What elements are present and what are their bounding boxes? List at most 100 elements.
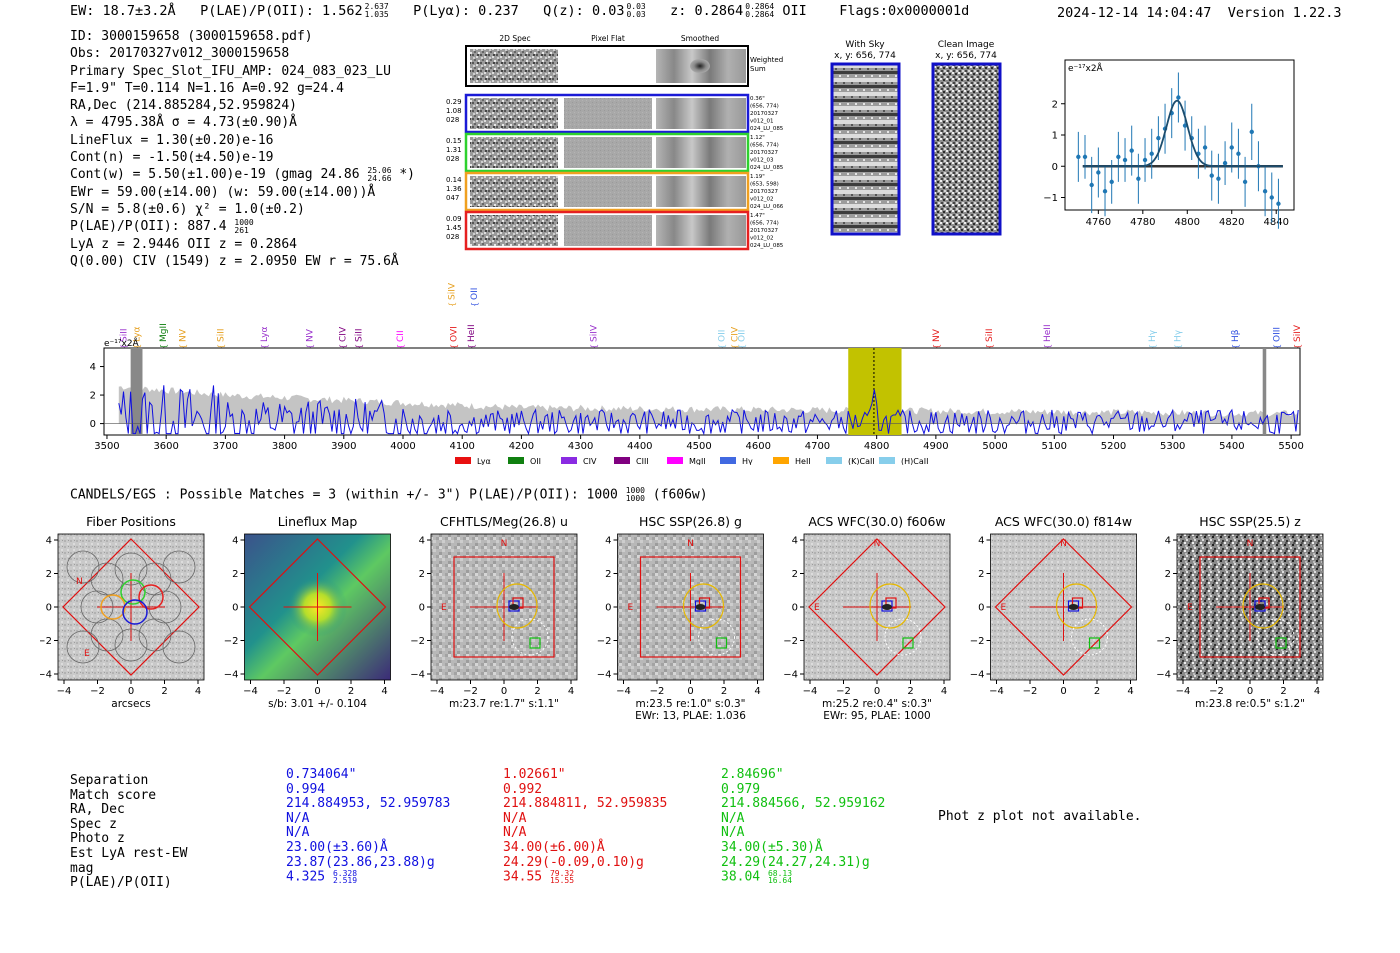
line-marker-brace: { [339,344,348,349]
legend-label: Hγ [742,457,753,465]
line-marker-label: CIV [731,326,741,342]
info-ewr: EWr = 59.00(±14.00) (w: 59.00(±14.00))Å [70,184,376,200]
fiber-row-left-label: 0.09 [446,215,462,223]
xtick-label: 0 [1247,686,1253,697]
footprint-outline [62,538,200,676]
cutout-subtitle-2: EWr: 13, PLAE: 1.036 [635,710,746,722]
xtick-label: −4 [803,686,818,697]
xtick-label: 0 [128,686,134,697]
xtick-label: 4600 [746,441,771,452]
with-sky-coord: x, y: 656, 774 [834,51,896,61]
ytick-label: 2 [1052,99,1058,110]
data-point [1229,145,1234,150]
ytick-label: −4 [783,670,798,681]
xtick-label: 4 [1127,686,1133,697]
xtick-label: −2 [463,686,478,697]
legend-item: (K)CaII [826,457,875,465]
xtick-label: 4 [568,686,574,697]
ytick-label: −1 [1043,193,1058,204]
legend-item: CIV [561,457,597,465]
xtick-label: 2 [1280,686,1286,697]
neighbor-aperture [1071,618,1108,656]
line-marker-brace: { [718,344,727,349]
neighbor-aperture [1257,618,1295,656]
ytick-label: 0 [419,603,425,614]
xtick-label: 3900 [331,441,356,452]
xtick-label: 3800 [272,441,297,452]
data-point [1096,170,1101,175]
fiber-row-right-label: 024_LU_085 [750,243,784,249]
line-marker-label: SiIV [590,324,600,342]
match-box-1 [881,600,893,612]
legend-label: HeII [795,457,811,465]
xtick-label: 2 [907,686,913,697]
line-marker-label: HeII [1043,324,1053,342]
source-blob [509,604,519,610]
line-marker-brace: { [470,302,479,307]
east-label: E [1001,603,1007,613]
ytick-label: 2 [46,569,52,580]
footprint-outline [639,556,742,658]
source-blob [695,604,706,610]
ytick-label: −2 [410,636,425,647]
cutout-subtitle: m:25.2 re:0.4" s:0.3" [822,698,932,710]
source-blob [1068,604,1079,610]
ytick-label: 0 [978,603,984,614]
line-marker: HeII { [467,324,477,349]
fiber-orange [100,594,126,620]
legend-item: Lyα [455,457,491,465]
legend-item: OII [508,457,541,465]
cutout-panel-7: HSC SSP(25.5) z N E −4 −4 −2 −2 0 0 2 2 4 4 m:23.8 re… [1156,514,1324,710]
fiber-row-right-label: (656, 774) [750,104,779,110]
legend-item: HeII [773,457,811,465]
line-fit-plot: e⁻¹⁷x2Å 4760 4780 4800 4820 4840 2 1 0 −1 [1043,59,1295,229]
match-column-1: 0.734064" 0.994 214.884953, 52.959783 N/A N… [286,767,451,886]
flags: Flags:0x0000001d [839,3,970,19]
line-marker-label: CII [396,330,406,342]
xtick-label: 4780 [1130,217,1155,228]
legend-swatch [508,457,524,464]
matches-labels: Separation Match score RA, Dec Spec z Photo… [70,773,188,891]
fiber-row-right-label: (656, 774) [750,143,779,149]
fiber-row-left-label: 028 [446,116,459,124]
line-marker: NV { [179,328,189,349]
cutout-title: HSC SSP(26.8) g [639,514,742,529]
cutout-title: Lineflux Map [278,514,358,529]
line-marker-label: OII [718,330,728,342]
fiber-row-right-label: 0.36" [750,96,765,102]
masked-region [130,348,143,435]
fiber-row-left-label: 028 [446,233,459,241]
info-primary: Primary Spec_Slot_IFU_AMP: 024_083_023_L… [70,63,391,79]
fiber-ring [66,550,100,584]
east-label: E [628,603,634,613]
fiber-smoothed [656,215,746,246]
line-marker-label: Hγ [1148,329,1158,342]
legend-label: (H)CaII [901,457,928,465]
footprint-outline [453,556,555,658]
cutout-title: HSC SSP(25.5) z [1199,514,1301,529]
legend-label: Lyα [477,457,491,465]
fiber-row-left-label: 1.45 [446,224,462,232]
legend-swatch [773,457,789,464]
neighbor-aperture [698,618,735,656]
xtick-label: −2 [90,686,105,697]
fiber-row-right-label: 1.47" [750,213,765,219]
legend-swatch [561,457,577,464]
line-marker-label: HeII [467,324,477,342]
line-marker: OII { [470,288,480,307]
plae-range: 2.637 1.035 [364,2,389,19]
legend-label: OII [530,457,541,465]
line-marker: HeII { [1043,324,1053,349]
legend-label: CIV [583,457,597,465]
datetime: 2024-12-14 14:04:47 [1057,5,1212,21]
ytick-label: 0 [232,603,238,614]
header-bar: EW: 18.7±3.2Å P(LAE)/P(OII): 1.562 2.637 1… [70,2,970,20]
data-point [1129,148,1134,153]
line-marker-brace: { [1293,344,1302,349]
north-label: N [501,539,508,549]
xtick-label: −2 [1023,686,1038,697]
ytick-label: 2 [90,391,96,402]
full-spectrum-ylabel: e⁻¹⁷x2Å [104,337,140,349]
